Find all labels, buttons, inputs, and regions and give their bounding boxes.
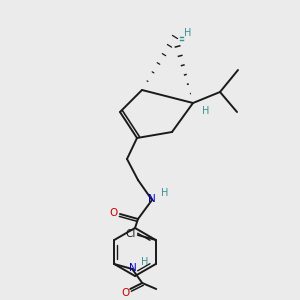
Text: O: O <box>121 288 129 298</box>
Text: Cl: Cl <box>126 229 136 239</box>
Text: O: O <box>110 208 118 218</box>
Text: N: N <box>129 263 137 273</box>
Text: N: N <box>148 194 156 204</box>
Text: H: H <box>161 188 169 198</box>
Text: H: H <box>202 106 210 116</box>
Text: H: H <box>140 257 148 267</box>
Text: H: H <box>184 28 192 38</box>
